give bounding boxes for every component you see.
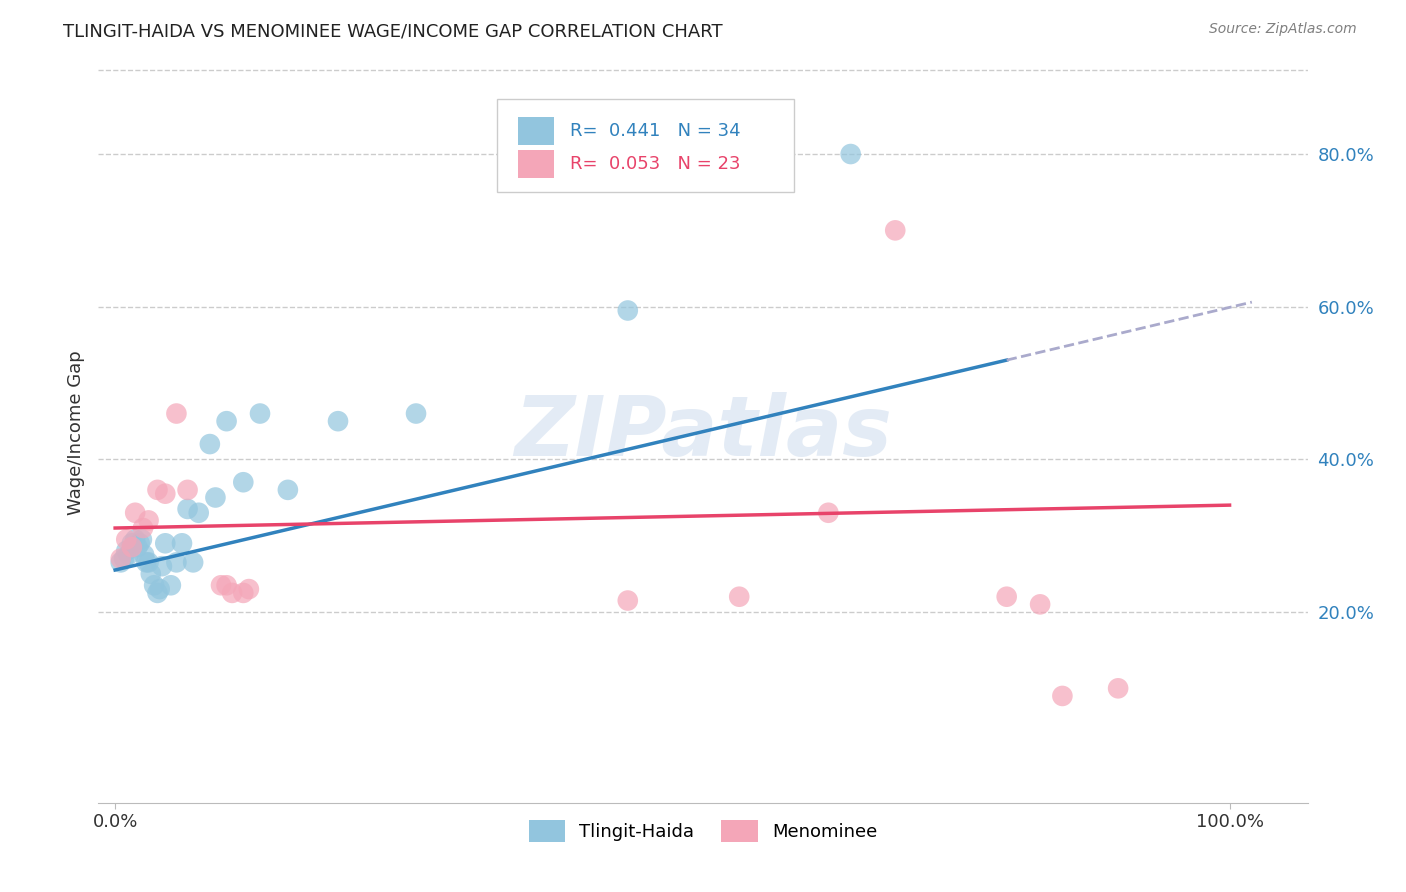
Point [117, 548, 139, 562]
Point [124, 506, 146, 520]
Point [110, 555, 132, 569]
Point [405, 407, 427, 421]
Point [326, 414, 349, 428]
Y-axis label: Wage/Income Gap: Wage/Income Gap [66, 351, 84, 515]
Point [146, 586, 169, 600]
Point [616, 593, 638, 607]
Point [139, 566, 162, 581]
Point [215, 414, 238, 428]
Point [135, 555, 157, 569]
Point [143, 578, 166, 592]
Point [110, 551, 132, 566]
Point [131, 533, 153, 547]
Point [132, 521, 155, 535]
Legend: Tlingit-Haida, Menominee: Tlingit-Haida, Menominee [522, 813, 884, 849]
Point [1029, 598, 1052, 612]
Point [995, 590, 1018, 604]
Point [128, 536, 150, 550]
Point [155, 536, 177, 550]
Point [138, 513, 160, 527]
Point [115, 533, 138, 547]
Point [187, 506, 209, 520]
Point [728, 590, 751, 604]
Bar [517, 117, 554, 145]
Point [127, 540, 149, 554]
Point [155, 486, 177, 500]
Point [150, 559, 173, 574]
FancyBboxPatch shape [498, 99, 793, 192]
Point [1052, 689, 1074, 703]
Point [209, 578, 232, 592]
Point [204, 491, 226, 505]
Point [124, 533, 146, 547]
Point [160, 578, 183, 592]
Point [112, 551, 135, 566]
Point [138, 555, 160, 569]
Point [176, 483, 198, 497]
Point [817, 506, 839, 520]
Point [1107, 681, 1129, 696]
Point [149, 582, 172, 596]
Point [181, 555, 204, 569]
Text: Source: ZipAtlas.com: Source: ZipAtlas.com [1209, 22, 1357, 37]
Point [839, 147, 862, 161]
Point [115, 544, 138, 558]
Point [170, 536, 193, 550]
Text: R=  0.053   N = 23: R= 0.053 N = 23 [569, 155, 741, 173]
Point [165, 407, 187, 421]
Point [121, 540, 143, 554]
Point [121, 536, 143, 550]
Point [232, 586, 254, 600]
Text: ZIPatlas: ZIPatlas [515, 392, 891, 473]
Point [232, 475, 254, 490]
Point [221, 586, 243, 600]
Point [277, 483, 299, 497]
Text: R=  0.441   N = 34: R= 0.441 N = 34 [569, 122, 741, 140]
Point [132, 548, 155, 562]
Point [215, 578, 238, 592]
Point [238, 582, 260, 596]
Point [176, 502, 198, 516]
Point [249, 407, 271, 421]
Bar [517, 150, 554, 178]
Point [146, 483, 169, 497]
Text: TLINGIT-HAIDA VS MENOMINEE WAGE/INCOME GAP CORRELATION CHART: TLINGIT-HAIDA VS MENOMINEE WAGE/INCOME G… [63, 22, 723, 40]
Point [616, 303, 638, 318]
Point [165, 555, 187, 569]
Point [198, 437, 221, 451]
Point [884, 223, 907, 237]
